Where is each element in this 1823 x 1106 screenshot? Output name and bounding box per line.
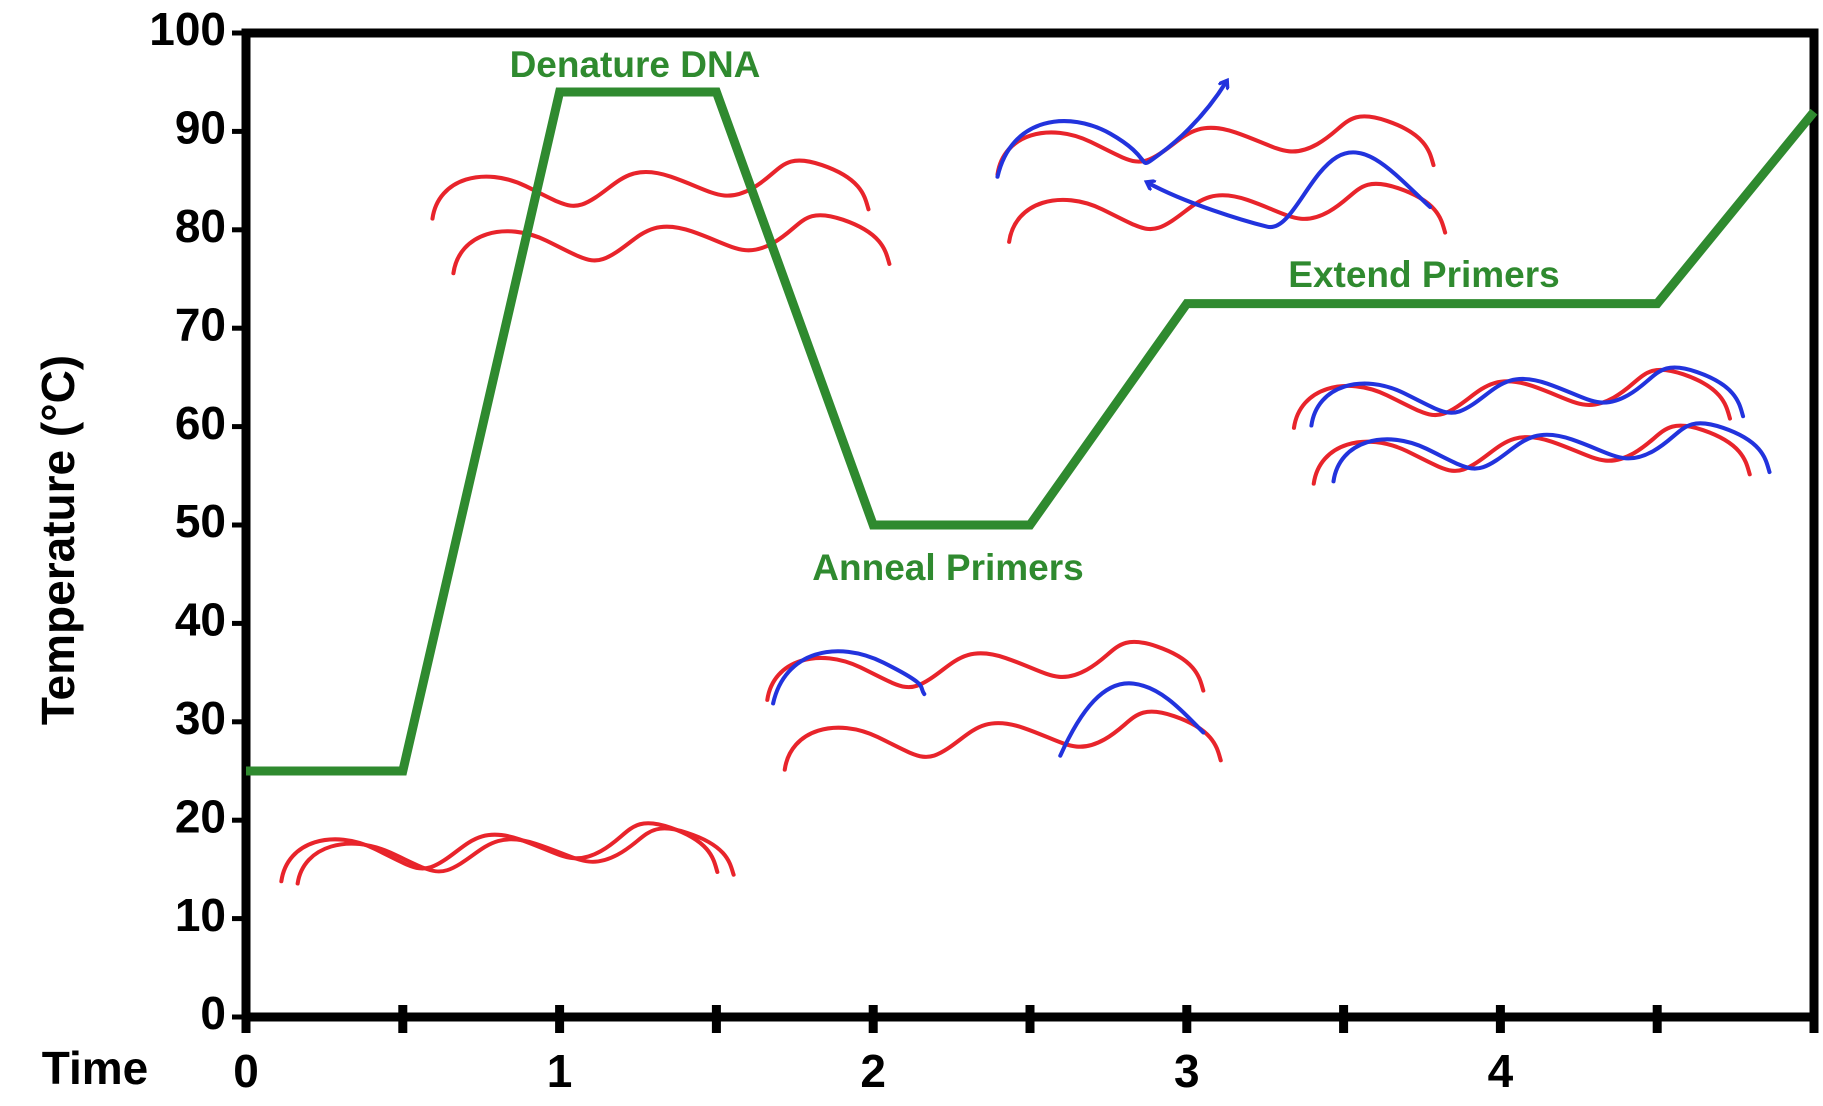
y-axis-label: Temperature (°C) — [32, 355, 84, 725]
dna-strand — [1311, 367, 1743, 425]
primer — [1058, 681, 1206, 758]
x-tick-label: 0 — [233, 1045, 259, 1097]
y-tick-label: 10 — [175, 889, 226, 941]
dna-illustrations — [281, 81, 1769, 883]
y-tick-label: 50 — [175, 495, 226, 547]
primer — [771, 649, 927, 706]
temperature-line — [246, 87, 1818, 776]
x-tick-label: 2 — [860, 1045, 886, 1097]
x-tick-label: 3 — [1174, 1045, 1200, 1097]
dna-strand — [432, 161, 868, 219]
primer — [1147, 150, 1433, 229]
dna-strand — [998, 116, 1434, 174]
y-tick-label: 100 — [149, 3, 226, 55]
dna-strand — [1314, 426, 1750, 484]
y-tick-label: 20 — [175, 790, 226, 842]
y-tick-label: 30 — [175, 692, 226, 744]
primer — [995, 81, 1227, 179]
annotation: Extend Primers — [1288, 254, 1559, 295]
dna-strand — [785, 712, 1221, 770]
x-tick-label: 1 — [547, 1045, 573, 1097]
y-tick-label: 60 — [175, 397, 226, 449]
annotation: Anneal Primers — [812, 547, 1083, 588]
dna-strand — [1009, 184, 1445, 242]
y-tick-label: 40 — [175, 594, 226, 646]
y-tick-label: 0 — [200, 987, 226, 1039]
y-tick-label: 70 — [175, 298, 226, 350]
x-tick-label: 4 — [1488, 1045, 1514, 1097]
y-tick-label: 90 — [175, 102, 226, 154]
x-axis-label: Time — [42, 1042, 149, 1094]
annotation: Denature DNA — [510, 44, 761, 85]
y-tick-label: 80 — [175, 200, 226, 252]
